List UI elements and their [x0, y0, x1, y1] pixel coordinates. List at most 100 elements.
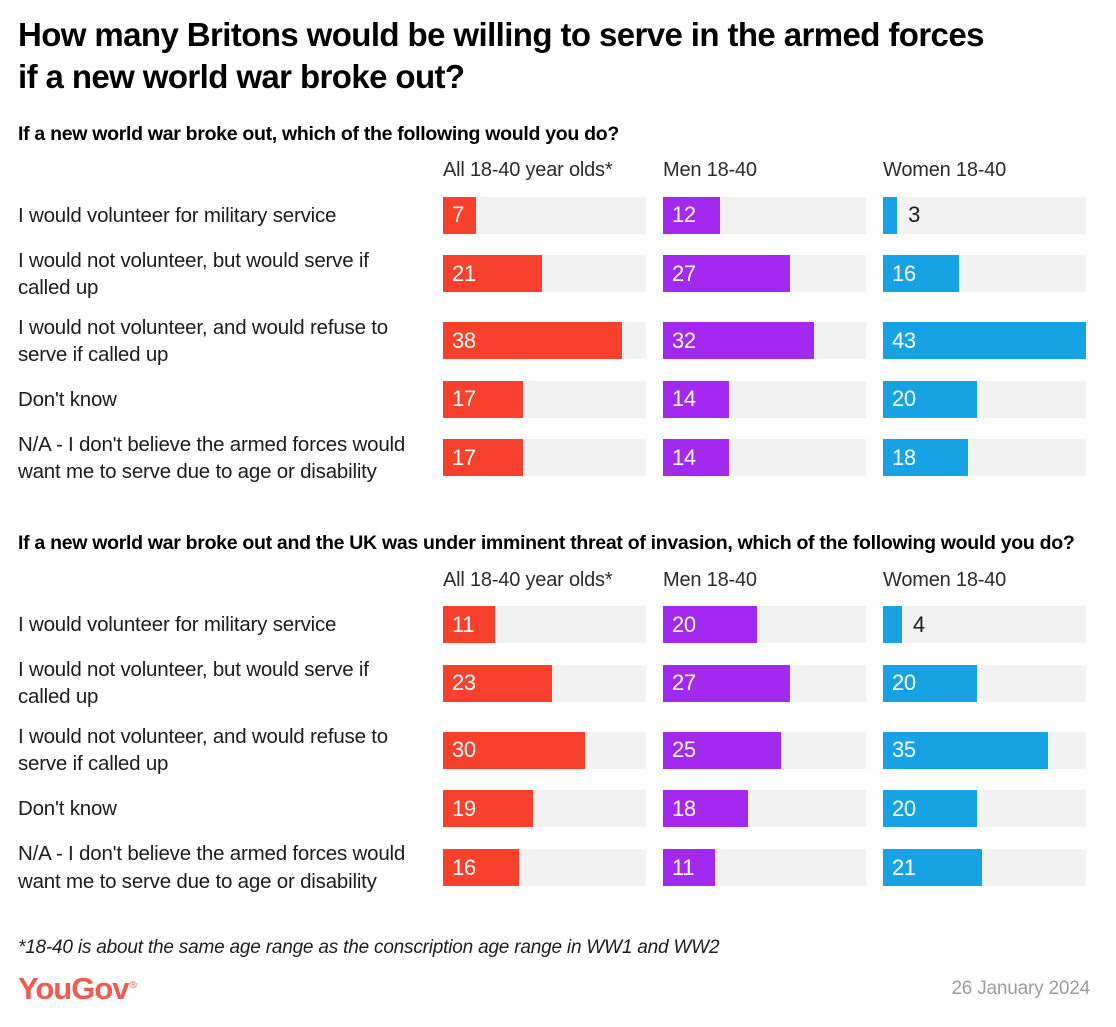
bar-track: 35 [883, 731, 1086, 769]
column-header: Men 18-40 [663, 159, 757, 182]
bar-track: 38 [443, 322, 646, 360]
row-label: Don't know [18, 797, 117, 821]
bar-value: 23 [452, 670, 476, 696]
bar-track: 20 [883, 380, 1086, 418]
bar-fill: 20 [883, 664, 978, 702]
chart-row: N/A - I don't believe the armed forces w… [18, 424, 1090, 491]
bar-value: 35 [892, 737, 916, 763]
bar-fill: 21 [443, 255, 543, 293]
column-headers: All 18-40 year olds* Men 18-40 Women 18-40 [18, 159, 1090, 186]
chart-question: If a new world war broke out and the UK … [18, 532, 1075, 555]
bar-track: 43 [883, 322, 1086, 360]
row-label: N/A - I don't believe the armed forces w… [18, 432, 406, 483]
bar-fill [883, 196, 898, 234]
bar-track: 25 [663, 731, 866, 769]
row-label: I would not volunteer, and would refuse … [18, 315, 388, 366]
bar-fill: 11 [663, 849, 715, 887]
bar-value: 14 [672, 444, 696, 470]
chart-row: I would volunteer for military service 11… [18, 600, 1090, 650]
row-label: I would not volunteer, but would serve i… [18, 658, 369, 709]
bar-fill: 27 [663, 664, 791, 702]
column-header: Women 18-40 [883, 159, 1007, 182]
bar-value: 14 [672, 386, 696, 412]
bar-value: 19 [452, 795, 476, 821]
bar-value: 32 [672, 327, 696, 353]
bar-fill: 17 [443, 380, 524, 418]
bar-value: 21 [452, 260, 476, 286]
footnote: *18-40 is about the same age range as th… [18, 937, 720, 959]
bar-track: 20 [883, 790, 1086, 828]
bar-value: 27 [672, 260, 696, 286]
bar-track: 18 [883, 439, 1086, 477]
bar-track: 27 [663, 664, 866, 702]
row-label: I would not volunteer, and would refuse … [18, 725, 388, 776]
bar-fill: 20 [883, 380, 978, 418]
yougov-logo: YouGov® [18, 971, 137, 1007]
bar-value: 27 [672, 670, 696, 696]
yougov-logo-text: YouGov [18, 971, 130, 1007]
bar-value: 25 [672, 737, 696, 763]
bar-value: 11 [452, 611, 475, 637]
bar-value: 20 [892, 795, 916, 821]
bar-value: 17 [452, 386, 476, 412]
bar-value: 30 [452, 737, 476, 763]
bar-value: 20 [672, 611, 696, 637]
bar-track: 21 [883, 849, 1086, 887]
bar-fill: 14 [663, 439, 730, 477]
bar-fill: 11 [443, 606, 495, 644]
bar-fill: 7 [443, 196, 477, 234]
bar-track: 20 [663, 606, 866, 644]
chart-row: Don't know 19 18 20 [18, 784, 1090, 834]
bar-track: 21 [443, 255, 646, 293]
bar-track: 4 [883, 606, 1086, 644]
bar-fill: 16 [443, 849, 519, 887]
date-label: 26 January 2024 [951, 978, 1090, 1000]
row-label: N/A - I don't believe the armed forces w… [18, 842, 406, 893]
chart-row: N/A - I don't believe the armed forces w… [18, 834, 1090, 901]
bar-fill: 25 [663, 731, 782, 769]
bar-track: 7 [443, 196, 646, 234]
bar-fill: 16 [883, 255, 959, 293]
chart-section-invasion-threat: If a new world war broke out and the UK … [18, 531, 1090, 901]
row-label: I would volunteer for military service [18, 203, 337, 227]
bar-value: 18 [892, 444, 916, 470]
column-headers: All 18-40 year olds* Men 18-40 Women 18-40 [18, 569, 1090, 596]
bar-track: 30 [443, 731, 646, 769]
bar-fill: 20 [883, 790, 978, 828]
column-header: All 18-40 year olds* [443, 568, 613, 591]
chart-row: I would not volunteer, but would serve i… [18, 240, 1090, 307]
column-header: All 18-40 year olds* [443, 159, 613, 182]
bar-fill: 21 [883, 849, 983, 887]
bar-value: 3 [908, 202, 921, 228]
bar-fill: 19 [443, 790, 533, 828]
bar-fill: 20 [663, 606, 758, 644]
row-label: I would volunteer for military service [18, 613, 337, 637]
page-footer: YouGov® 26 January 2024 [18, 971, 1090, 1007]
bar-value: 16 [892, 260, 916, 286]
bar-fill: 32 [663, 322, 815, 360]
bar-value: 20 [892, 670, 916, 696]
bar-track: 14 [663, 439, 866, 477]
bar-fill: 14 [663, 380, 730, 418]
bar-value: 12 [672, 202, 696, 228]
bar-track: 17 [443, 439, 646, 477]
page-title: How many Britons would be willing to ser… [18, 16, 984, 95]
bar-track: 16 [443, 849, 646, 887]
bar-track: 19 [443, 790, 646, 828]
column-header: Women 18-40 [883, 568, 1007, 591]
bar-fill [883, 606, 902, 644]
bar-track: 20 [883, 664, 1086, 702]
bar-value: 21 [892, 854, 916, 880]
chart-rows: I would volunteer for military service 7 1… [18, 190, 1090, 491]
bar-value: 38 [452, 327, 476, 353]
bar-track: 3 [883, 196, 1086, 234]
bar-fill: 43 [883, 322, 1086, 360]
chart-row: I would not volunteer, and would refuse … [18, 307, 1090, 374]
chart-section-world-war: If a new world war broke out, which of t… [18, 122, 1090, 492]
bar-fill: 12 [663, 196, 720, 234]
registered-trademark-icon: ® [129, 979, 137, 991]
bar-value: 7 [452, 202, 464, 228]
bar-track: 12 [663, 196, 866, 234]
bar-value: 17 [452, 444, 476, 470]
